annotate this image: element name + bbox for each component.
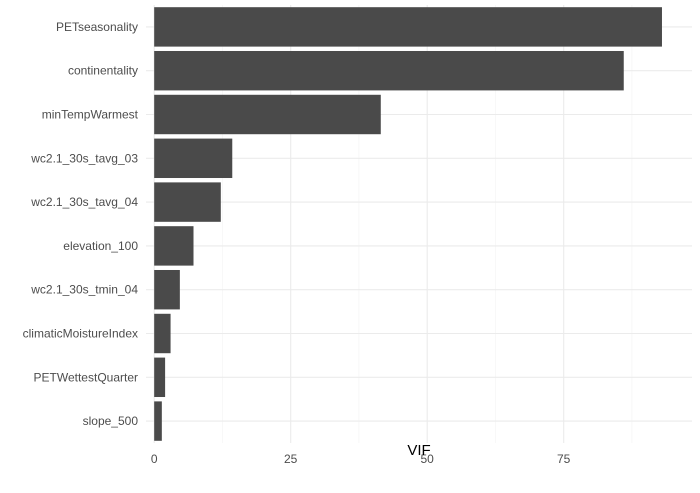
y-tick-label: PETWettestQuarter (34, 370, 138, 384)
y-tick-label: slope_500 (83, 414, 139, 428)
y-tick-label: wc2.1_30s_tavg_03 (30, 151, 138, 165)
y-tick-labels: PETseasonality continentality minTempWarme… (23, 20, 139, 428)
x-tick-labels: 0 25 50 75 (151, 452, 571, 466)
bar (154, 313, 171, 354)
x-tick-label: 75 (557, 452, 571, 466)
y-tick-label: elevation_100 (63, 239, 138, 253)
bar (154, 357, 166, 398)
bar (154, 182, 221, 222)
y-tick-label: wc2.1_30s_tmin_04 (30, 283, 138, 297)
x-axis-title: VIF (407, 442, 430, 459)
y-tick-label: climaticMoistureIndex (23, 327, 138, 341)
y-tick-label: wc2.1_30s_tavg_04 (30, 195, 138, 209)
bar (154, 226, 194, 266)
bar (154, 7, 662, 47)
bars (154, 7, 662, 441)
y-tick-label: minTempWarmest (42, 108, 139, 122)
bar (154, 94, 381, 135)
y-tick-label: continentality (68, 64, 138, 78)
bar (154, 138, 233, 179)
bar (154, 269, 180, 310)
bar (154, 50, 624, 91)
y-tick-label: PETseasonality (56, 20, 138, 34)
x-tick-label: 25 (284, 452, 298, 466)
x-tick-label: 0 (151, 452, 158, 466)
bar (154, 401, 162, 441)
x-tick-label: 50 (421, 452, 435, 466)
